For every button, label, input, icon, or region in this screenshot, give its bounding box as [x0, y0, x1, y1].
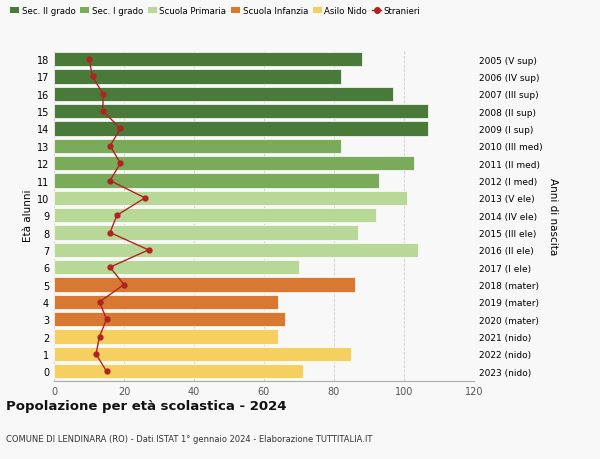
Bar [54, 278, 355, 292]
Bar [54, 105, 428, 119]
Bar [54, 209, 376, 223]
Bar [54, 313, 285, 327]
Y-axis label: Anni di nascita: Anni di nascita [548, 177, 558, 254]
Bar [54, 53, 362, 67]
Bar [54, 174, 379, 188]
Bar [54, 88, 394, 102]
Bar [54, 295, 278, 309]
Bar [54, 347, 352, 361]
Text: Popolazione per età scolastica - 2024: Popolazione per età scolastica - 2024 [6, 399, 287, 412]
Bar [54, 70, 341, 84]
Text: COMUNE DI LENDINARA (RO) - Dati ISTAT 1° gennaio 2024 - Elaborazione TUTTITALIA.: COMUNE DI LENDINARA (RO) - Dati ISTAT 1°… [6, 434, 373, 443]
Bar [54, 191, 407, 206]
Bar [54, 330, 278, 344]
Bar [54, 261, 299, 275]
Bar [54, 226, 358, 240]
Bar [54, 122, 428, 136]
Bar [54, 157, 415, 171]
Legend: Sec. II grado, Sec. I grado, Scuola Primaria, Scuola Infanzia, Asilo Nido, Stran: Sec. II grado, Sec. I grado, Scuola Prim… [10, 6, 420, 16]
Y-axis label: Età alunni: Età alunni [23, 190, 32, 242]
Bar [54, 243, 418, 257]
Bar [54, 140, 341, 154]
Bar [54, 364, 302, 379]
